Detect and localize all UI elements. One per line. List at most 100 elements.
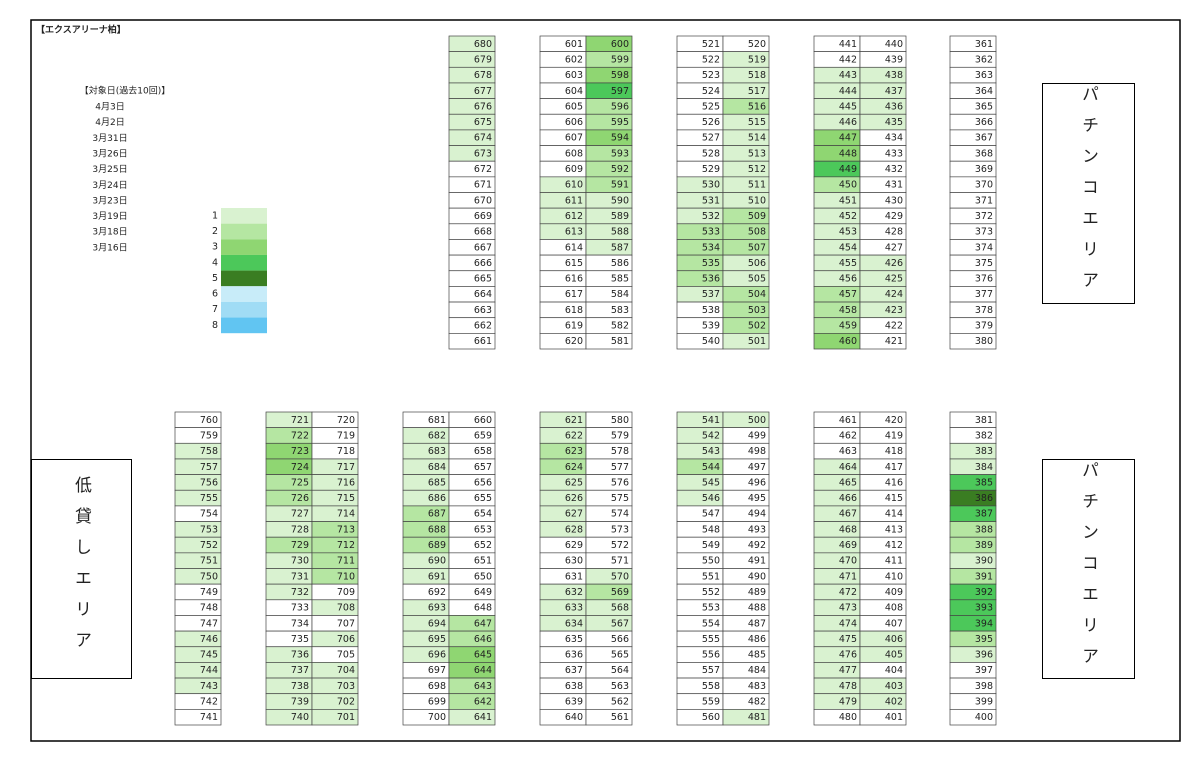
machine-number: 529 (702, 164, 720, 175)
machine-number: 641 (474, 712, 492, 723)
machine-number: 640 (565, 712, 583, 723)
machine-number: 361 (975, 39, 993, 50)
machine-number: 639 (565, 697, 583, 708)
machine-number: 437 (885, 86, 903, 97)
machine-number: 585 (611, 274, 629, 285)
machine-number: 503 (748, 305, 766, 316)
machine-number: 405 (885, 650, 903, 661)
machine-number: 524 (702, 86, 720, 97)
machine-number: 565 (611, 650, 629, 661)
machine-number: 530 (702, 180, 720, 191)
legend-swatch (221, 301, 267, 318)
machine-number: 665 (474, 274, 492, 285)
machine-number: 362 (975, 54, 993, 65)
machine-number: 506 (748, 258, 766, 269)
machine-number: 653 (474, 524, 492, 535)
legend-swatch (221, 317, 267, 334)
machine-number: 642 (474, 697, 492, 708)
legend-label: 5 (212, 273, 218, 284)
machine-number: 442 (839, 54, 857, 65)
machine-cell (585, 708, 633, 726)
machine-number: 636 (565, 650, 583, 661)
machine-number: 532 (702, 211, 720, 222)
machine-number: 756 (200, 477, 218, 488)
machine-number: 670 (474, 195, 492, 206)
machine-number: 617 (565, 289, 583, 300)
machine-number: 711 (337, 556, 355, 567)
machine-number: 688 (428, 524, 446, 535)
machine-number: 464 (839, 462, 857, 473)
machine-number: 658 (474, 446, 492, 457)
machine-number: 543 (702, 446, 720, 457)
machine-number: 507 (748, 242, 766, 253)
machine-number: 704 (337, 665, 355, 676)
machine-number: 669 (474, 211, 492, 222)
machine-number: 427 (885, 242, 903, 253)
machine-number: 601 (565, 39, 583, 50)
machine-number: 494 (748, 509, 766, 520)
date: 3月16日 (92, 242, 127, 253)
machine-number: 384 (975, 462, 993, 473)
machine-number: 467 (839, 509, 857, 520)
machine-number: 367 (975, 133, 993, 144)
machine-number: 558 (702, 681, 720, 692)
machine-number: 600 (611, 39, 629, 50)
machine-number: 393 (975, 603, 993, 614)
machine-number: 486 (748, 634, 766, 645)
machine-number: 413 (885, 524, 903, 535)
machine-number: 724 (291, 462, 309, 473)
machine-number: 594 (611, 133, 629, 144)
machine-number: 604 (565, 86, 583, 97)
machine-number: 562 (611, 697, 629, 708)
machine-number: 537 (702, 289, 720, 300)
machine-number: 649 (474, 587, 492, 598)
machine-number: 395 (975, 634, 993, 645)
legend-swatch (221, 254, 267, 271)
machine-number: 383 (975, 446, 993, 457)
machine-number: 363 (975, 70, 993, 81)
machine-number: 399 (975, 697, 993, 708)
machine-number: 608 (565, 148, 583, 159)
machine-number: 522 (702, 54, 720, 65)
machine-number: 685 (428, 477, 446, 488)
machine-number: 440 (885, 39, 903, 50)
machine-number: 657 (474, 462, 492, 473)
machine-number: 654 (474, 509, 492, 520)
machine-number: 374 (975, 242, 993, 253)
machine-number: 705 (337, 650, 355, 661)
side-box: 低貸しエリア (31, 459, 132, 679)
machine-number: 737 (291, 665, 309, 676)
machine-number: 499 (748, 430, 766, 441)
machine-number: 466 (839, 493, 857, 504)
machine-number: 743 (200, 681, 218, 692)
machine-number: 381 (975, 415, 993, 426)
machine-number: 661 (474, 336, 492, 347)
machine-number: 411 (885, 556, 903, 567)
machine-number: 380 (975, 336, 993, 347)
machine-number: 421 (885, 336, 903, 347)
machine-number: 674 (474, 133, 492, 144)
machine-number: 477 (839, 665, 857, 676)
machine-number: 561 (611, 712, 629, 723)
date: 3月25日 (92, 164, 127, 175)
machine-number: 511 (748, 180, 766, 191)
machine-number: 502 (748, 321, 766, 332)
machine-number: 408 (885, 603, 903, 614)
machine-number: 571 (611, 556, 629, 567)
machine-number: 438 (885, 70, 903, 81)
machine-number: 605 (565, 101, 583, 112)
machine-cell (722, 333, 770, 350)
legend-label: 7 (212, 304, 218, 315)
machine-number: 587 (611, 242, 629, 253)
machine-number: 679 (474, 54, 492, 65)
machine-number: 690 (428, 556, 446, 567)
machine-number: 626 (565, 493, 583, 504)
machine-cell (859, 708, 907, 726)
machine-number: 712 (337, 540, 355, 551)
machine-number: 538 (702, 305, 720, 316)
date: 3月18日 (92, 227, 127, 238)
machine-number: 648 (474, 603, 492, 614)
machine-number: 498 (748, 446, 766, 457)
machine-number: 519 (748, 54, 766, 65)
machine-number: 539 (702, 321, 720, 332)
